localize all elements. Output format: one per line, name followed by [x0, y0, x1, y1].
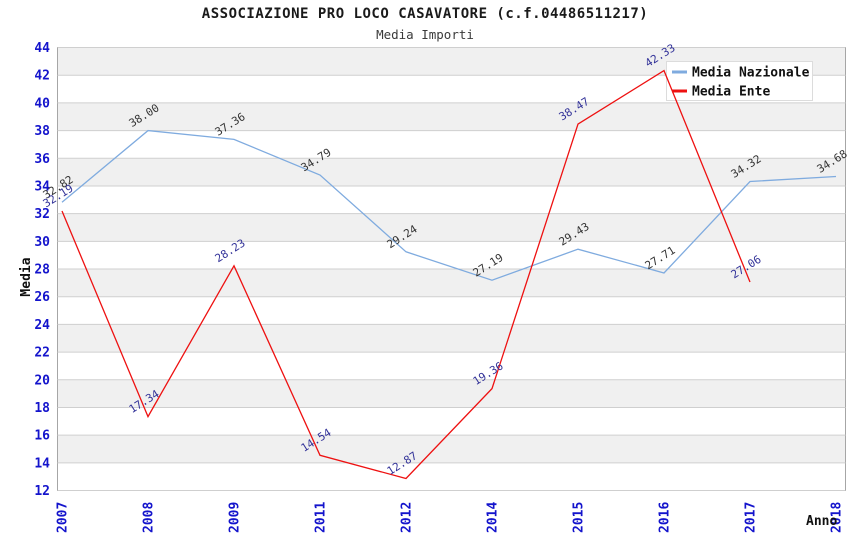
x-tick-label: 2007 — [56, 502, 71, 533]
x-tick-label: 2018 — [830, 502, 845, 533]
x-tick-label: 2008 — [142, 502, 157, 533]
legend-label: Media Ente — [692, 85, 770, 100]
legend-label: Media Nazionale — [692, 66, 810, 81]
y-tick-label: 28 — [34, 263, 50, 278]
grid-band — [58, 213, 845, 242]
series-line — [61, 129, 837, 281]
series-line — [61, 69, 751, 480]
y-axis-title: Media — [19, 257, 34, 296]
grid-band — [58, 379, 845, 408]
y-tick-label: 24 — [34, 318, 50, 333]
y-tick-label: 20 — [34, 373, 50, 388]
x-tick-label: 2009 — [228, 502, 243, 533]
x-tick-label: 2014 — [486, 502, 501, 533]
legend-box — [666, 61, 813, 101]
y-tick-label: 38 — [34, 124, 50, 139]
x-tick-label: 2017 — [744, 502, 759, 533]
y-tick-label: 18 — [34, 401, 50, 416]
x-tick-label: 2016 — [658, 502, 673, 533]
y-tick-label: 32 — [34, 207, 50, 222]
y-tick-label: 40 — [34, 96, 50, 111]
chart-title: ASSOCIAZIONE PRO LOCO CASAVATORE (c.f.04… — [201, 6, 649, 22]
grid-band — [58, 324, 845, 353]
grid-band — [58, 102, 845, 131]
y-tick-label: 12 — [34, 484, 50, 499]
x-axis-title: Anno — [806, 514, 837, 529]
y-tick-label: 34 — [34, 179, 50, 194]
x-tick-label: 2012 — [400, 502, 415, 533]
y-tick-label: 16 — [34, 429, 50, 444]
y-tick-label: 26 — [34, 290, 50, 305]
chart-subtitle: Media Importi — [376, 27, 474, 42]
grid-band — [58, 435, 845, 463]
x-tick-label: 2015 — [572, 502, 587, 533]
y-tick-label: 44 — [34, 41, 50, 56]
y-tick-label: 36 — [34, 152, 50, 167]
y-tick-label: 42 — [34, 69, 50, 84]
y-tick-label: 22 — [34, 346, 50, 361]
x-tick-label: 2011 — [314, 502, 329, 533]
grid-band — [58, 158, 845, 186]
legend: Media Nazionale Media Ente — [666, 61, 813, 101]
y-tick-label: 14 — [34, 456, 50, 471]
grid-band — [58, 269, 845, 297]
y-tick-label: 30 — [34, 235, 50, 250]
